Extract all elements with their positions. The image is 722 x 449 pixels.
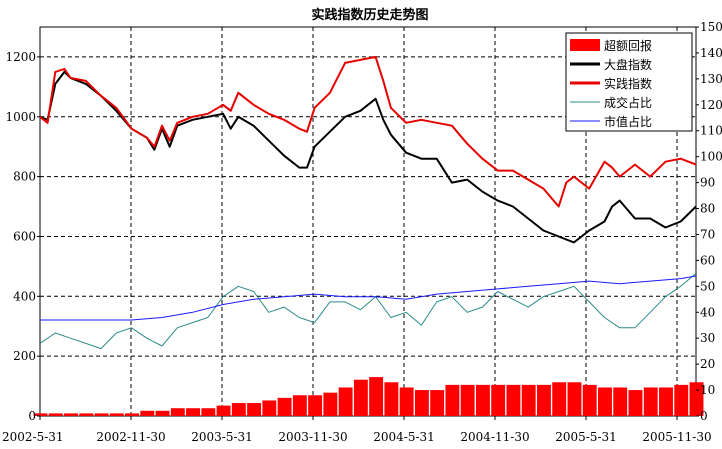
excess-return-bar [552,382,567,416]
excess-return-bar [79,413,94,416]
y-tick-label: 0 [28,409,36,423]
market-cap-share-line [40,275,697,321]
excess-return-bar [48,413,63,416]
excess-return-bar [369,377,384,416]
series-lines [39,55,697,350]
excess-return-bar [64,413,78,416]
excess-return-bar [33,413,48,416]
legend-label: 超额回报 [604,38,652,53]
excess-return-bar [643,387,658,416]
legend-label: 成交占比 [604,95,652,110]
y-tick-label: 600 [13,229,36,243]
excess-return-bar [460,384,475,416]
excess-return-bar [247,403,262,416]
excess-return-bar [491,384,506,416]
axes: 0 200 400 600 800 1000 1200 0 10 20 30 40 50 60 70 80 90… [2,20,722,444]
excess-return-bar [628,390,643,416]
excess-return-bar [323,392,338,416]
y2-tick-label: 110 [700,124,722,138]
legend-label: 实践指数 [604,76,652,91]
excess-return-bar [109,413,124,416]
y2-tick-label: 70 [700,227,715,241]
legend-label: 市值占比 [604,114,652,129]
excess-return-bar [536,384,551,416]
practice-index-line [39,55,697,208]
legend-label: 大盘指数 [604,57,652,72]
excess-return-bar [308,395,323,416]
excess-return-bar [292,395,307,416]
excess-return-bar [598,387,612,416]
y-tick-label: 800 [13,170,36,184]
excess-return-bar [430,390,445,416]
y2-tick-label: 130 [700,72,722,86]
y2-tick-label: 20 [700,357,715,371]
y2-tick-label: 0 [700,409,708,423]
excess-return-bar [216,405,231,416]
excess-return-bar [521,384,536,416]
y2-tick-label: 90 [700,176,715,190]
y2-tick-label: 10 [700,383,715,397]
excess-return-bars [33,377,704,416]
excess-return-bar [582,384,597,416]
x-tick-label: 2005-11-30 [642,430,711,444]
excess-return-bar [506,384,521,416]
excess-return-bar [277,397,292,416]
excess-return-bar [125,413,139,416]
excess-return-bar [231,403,246,416]
y2-tick-label: 120 [700,98,722,112]
x-tick-label: 2002-11-30 [96,430,165,444]
excess-return-bar [414,390,429,416]
x-tick-label: 2003-5-31 [191,430,253,444]
excess-return-bar [338,387,353,416]
y2-tick-label: 100 [700,150,722,164]
turnover-share-line [39,273,697,350]
excess-return-bar [262,400,277,416]
legend-swatch [570,39,600,51]
excess-return-bar [674,384,689,416]
excess-return-bar [170,408,185,416]
excess-return-bar [155,410,170,416]
excess-return-bar [659,387,673,416]
x-tick-label: 2003-11-30 [278,430,347,444]
x-tick-label: 2004-11-30 [460,430,529,444]
y-tick-label: 400 [13,289,36,303]
excess-return-bar [353,379,368,416]
chart-title: 实践指数历史走势图 [311,7,428,23]
y2-tick-label: 150 [700,20,722,34]
excess-return-bar [689,382,704,416]
y2-tick-label: 80 [700,202,715,216]
excess-return-bar [94,413,109,416]
excess-return-bar [445,384,460,416]
excess-return-bar [475,384,490,416]
x-tick-label: 2002-5-31 [2,430,64,444]
y2-tick-label: 30 [700,331,715,345]
excess-return-bar [399,387,414,416]
excess-return-bar [613,387,628,416]
x-tick-label: 2004-5-31 [373,430,435,444]
y-tick-label: 200 [13,349,36,363]
excess-return-bar [201,408,216,416]
excess-return-bar [567,382,582,416]
y2-tick-label: 140 [700,46,722,60]
excess-return-bar [186,408,201,416]
y2-tick-label: 50 [700,279,715,293]
y2-tick-label: 40 [700,305,715,319]
excess-return-bar [140,410,155,416]
y-tick-label: 1000 [5,110,36,124]
y2-tick-label: 60 [700,253,715,267]
x-tick-label: 2005-5-31 [555,430,617,444]
y-tick-label: 1200 [5,50,36,64]
excess-return-bar [384,382,399,416]
